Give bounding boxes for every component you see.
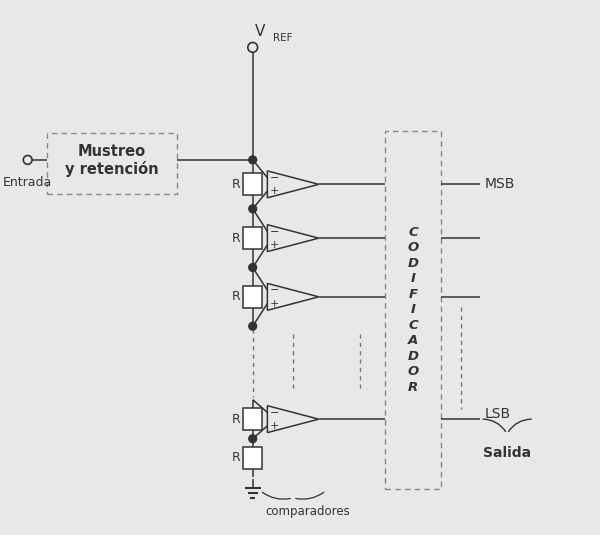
Text: LSB: LSB [485, 407, 511, 421]
Text: comparadores: comparadores [265, 505, 350, 518]
Text: R: R [232, 232, 241, 244]
Text: Salida: Salida [483, 446, 531, 460]
Text: MSB: MSB [485, 177, 515, 192]
Bar [244, 227, 262, 249]
Text: −: − [270, 173, 280, 183]
Bar [47, 133, 177, 194]
Text: +: + [270, 421, 280, 431]
Text: Entrada: Entrada [3, 175, 52, 188]
Circle shape [249, 264, 257, 271]
Bar [244, 173, 262, 195]
Text: −: − [270, 226, 280, 236]
Text: Mustreo: Mustreo [78, 143, 146, 158]
Text: y retención: y retención [65, 160, 159, 177]
Circle shape [249, 322, 257, 330]
Circle shape [249, 205, 257, 213]
Text: −: − [270, 408, 280, 417]
Bar [244, 447, 262, 469]
Circle shape [249, 435, 257, 442]
Text: R: R [232, 178, 241, 191]
Text: +: + [270, 299, 280, 309]
Text: R: R [232, 412, 241, 426]
Text: −: − [270, 285, 280, 295]
Text: R: R [232, 452, 241, 464]
Text: V: V [255, 24, 266, 39]
Bar [244, 286, 262, 308]
Bar [244, 408, 262, 430]
Text: +: + [270, 240, 280, 250]
Text: +: + [270, 186, 280, 196]
Text: REF: REF [273, 34, 292, 43]
Text: C
O
D
I
F
I
C
A
D
O
R: C O D I F I C A D O R [407, 226, 419, 394]
Circle shape [249, 156, 257, 164]
Text: R: R [232, 291, 241, 303]
Bar [385, 131, 441, 489]
